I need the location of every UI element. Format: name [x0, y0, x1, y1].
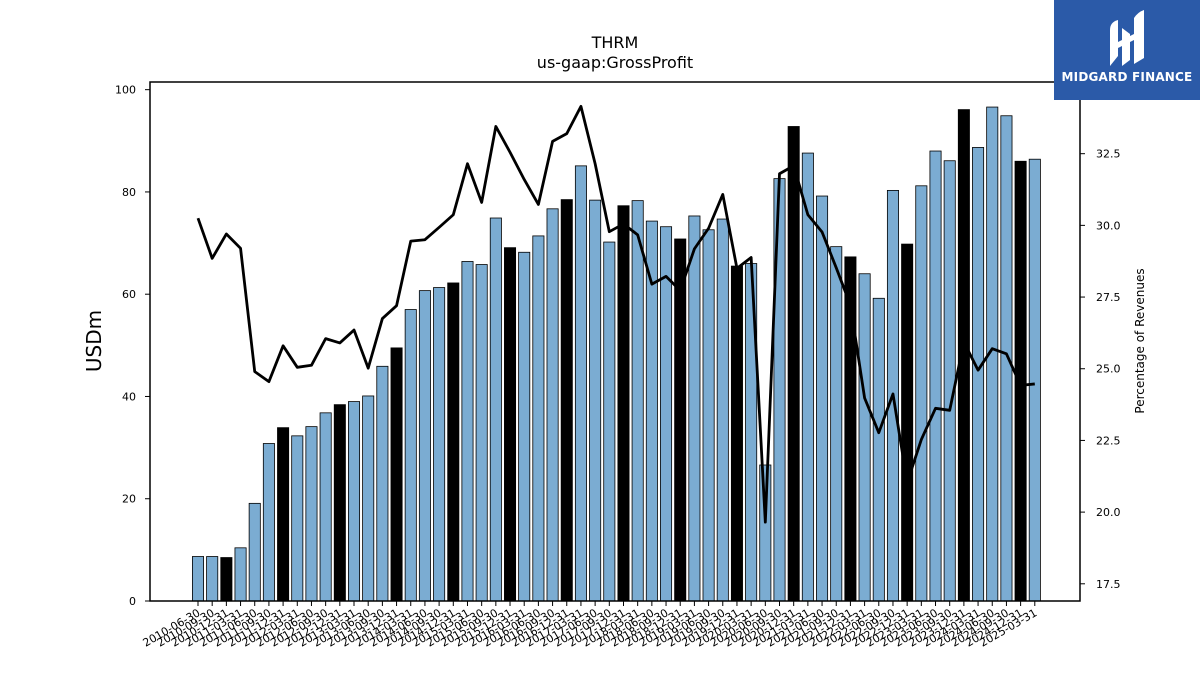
bar	[730, 265, 743, 602]
bar	[390, 347, 403, 602]
y-tick-label: 80	[122, 186, 136, 199]
bar	[674, 238, 687, 602]
bar	[504, 247, 517, 602]
bar	[319, 412, 332, 602]
bar	[574, 165, 587, 602]
y2-tick-label: 20.0	[1096, 506, 1121, 519]
bar	[1028, 158, 1041, 602]
y2-tick-label: 22.5	[1096, 434, 1121, 447]
brand-badge: MIDGARD FINANCE	[1054, 0, 1200, 100]
bar	[305, 426, 318, 602]
bar	[631, 200, 644, 602]
y-tick-label: 20	[122, 493, 136, 506]
bar	[688, 215, 701, 602]
y-axis-left: 0 20 40 60 80 100	[115, 84, 150, 608]
bar	[376, 365, 389, 602]
bar	[433, 287, 446, 602]
bar	[929, 150, 942, 602]
bar	[816, 195, 829, 602]
bar	[518, 251, 531, 602]
y-axis-right: 17.5 20.0 22.5 25.0 27.5 30.0 32.5	[1080, 148, 1121, 591]
bar	[901, 243, 914, 602]
y-tick-label: 60	[122, 288, 136, 301]
bar	[404, 309, 417, 602]
bar	[645, 220, 658, 602]
bar	[234, 547, 247, 602]
plot-frame	[149, 81, 1081, 602]
y-tick-label: 40	[122, 390, 136, 403]
y2-tick-label: 27.5	[1096, 291, 1121, 304]
bar	[191, 556, 204, 602]
chart-subtitle: us-gaap:GrossProfit	[537, 53, 693, 72]
bar	[461, 261, 474, 602]
chart-title: THRM	[591, 33, 639, 52]
bar	[858, 273, 871, 602]
y2-tick-label: 30.0	[1096, 219, 1121, 232]
bar	[872, 297, 885, 602]
bar	[348, 401, 361, 602]
y-axis-right-label: Percentage of Revenues	[1133, 268, 1147, 413]
bar	[660, 226, 673, 602]
bar	[972, 147, 985, 602]
bar	[291, 435, 304, 602]
percentage-line-series	[196, 104, 1035, 524]
bar-series	[191, 106, 1041, 602]
bar	[759, 464, 772, 602]
y-tick-label: 100	[115, 84, 136, 97]
y-axis-left-label: USDm	[82, 310, 106, 372]
bar	[1000, 115, 1013, 602]
bar	[560, 199, 573, 602]
bar	[787, 126, 800, 602]
bar	[333, 404, 346, 602]
bar	[532, 235, 545, 602]
bar	[830, 246, 843, 602]
bar	[603, 241, 616, 602]
bar	[943, 160, 956, 602]
bar	[489, 217, 502, 602]
y2-tick-label: 32.5	[1096, 148, 1121, 161]
midgard-logo-icon	[1110, 10, 1144, 66]
bar	[447, 282, 460, 602]
bar	[617, 205, 630, 602]
bar	[248, 502, 261, 602]
bar	[362, 395, 375, 602]
bar	[206, 556, 219, 602]
y2-tick-label: 25.0	[1096, 363, 1121, 376]
bar	[702, 229, 715, 602]
bar	[277, 427, 290, 602]
bar	[546, 208, 559, 602]
bar	[589, 199, 602, 602]
bar	[1014, 160, 1027, 602]
y2-tick-label: 17.5	[1096, 578, 1121, 591]
x-axis: 2010-06-302010-09-302010-12-312011-03-31…	[141, 601, 1039, 650]
brand-name: MIDGARD FINANCE	[1061, 70, 1193, 84]
y-tick-label: 0	[129, 595, 136, 608]
bar	[475, 264, 488, 602]
bar	[418, 290, 431, 602]
bar	[220, 557, 233, 602]
bar	[716, 218, 729, 602]
bar	[915, 185, 928, 602]
bar	[262, 443, 275, 602]
